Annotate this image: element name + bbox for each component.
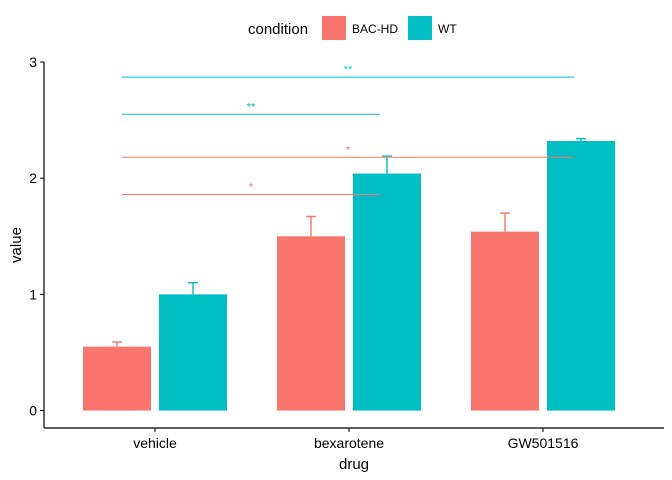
y-axis-title: value: [8, 227, 25, 263]
legend: condition BAC-HD WT: [248, 16, 457, 40]
y-tick-label-3: 3: [29, 54, 37, 70]
y-tick-label-2: 2: [29, 170, 37, 186]
legend-label-bac-hd: BAC-HD: [352, 22, 398, 36]
x-tick-label-bexarotene: bexarotene: [314, 435, 384, 451]
legend-key-wt: [408, 16, 432, 40]
x-tick-label-vehicle: vehicle: [133, 435, 177, 451]
bar-bac-hd-vehicle: [83, 346, 151, 411]
bar-wt-gw501516: [547, 141, 615, 411]
legend-title: condition: [248, 21, 308, 38]
significance-label-0: *: [249, 181, 254, 193]
y-tick-label-1: 1: [29, 286, 37, 302]
legend-label-wt: WT: [438, 22, 457, 36]
legend-key-bac-hd: [322, 16, 346, 40]
bar-wt-bexarotene: [353, 173, 421, 411]
significance-label-1: *: [346, 144, 351, 156]
bar-bac-hd-bexarotene: [277, 236, 345, 411]
x-tick-label-gw501516: GW501516: [508, 435, 579, 451]
bar-bac-hd-gw501516: [471, 231, 539, 411]
x-axis-title: drug: [339, 456, 369, 473]
significance-label-2: **: [247, 101, 256, 113]
bar-wt-vehicle: [159, 294, 227, 411]
y-tick-label-0: 0: [29, 403, 37, 419]
significance-label-3: **: [344, 64, 353, 76]
